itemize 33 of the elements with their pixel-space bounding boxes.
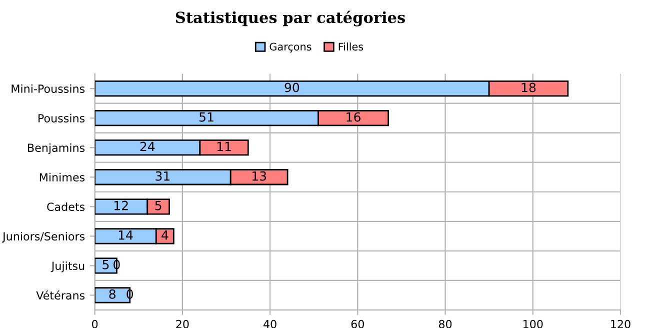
x-tick-label: 60 [351, 320, 364, 328]
data-label: 31 [156, 171, 170, 181]
y-tick-label: Jujitsu [50, 261, 84, 272]
y-tick-label: Minimes [40, 172, 85, 182]
x-tick-label: 20 [176, 320, 189, 328]
data-label: 12 [114, 200, 128, 210]
data-label: 18 [522, 82, 536, 92]
data-label: 8 [109, 289, 116, 299]
data-label: 11 [217, 142, 231, 152]
data-label: 24 [140, 142, 155, 152]
legend-label: Filles [338, 42, 364, 51]
data-label: 4 [162, 230, 168, 240]
data-label: 16 [346, 112, 360, 122]
y-tick-label: Benjamins [28, 143, 85, 154]
data-label: 5 [155, 200, 162, 210]
data-label: 51 [200, 112, 214, 122]
data-label: 13 [252, 171, 266, 181]
chart-title: Statistiques par catégories [176, 10, 405, 26]
y-tick-label: Mini-Poussins [12, 84, 85, 93]
y-tick-label: Juniors/Seniors [2, 232, 85, 243]
data-label: 90 [284, 82, 300, 92]
x-tick-label: 40 [264, 320, 276, 328]
y-tick-label: Poussins [38, 114, 85, 122]
x-tick-label: 80 [438, 320, 452, 328]
bar [94, 287, 131, 304]
data-label: 5 [102, 260, 109, 270]
legend-label: Garçons [270, 42, 312, 52]
y-tick-label: Vétérans [36, 290, 85, 300]
y-tick-label: Cadets [47, 202, 85, 212]
data-label: 14 [118, 230, 133, 240]
x-tick-label: 100 [523, 320, 543, 328]
x-tick-label: 0 [92, 320, 98, 328]
x-tick-label: 120 [611, 320, 630, 328]
